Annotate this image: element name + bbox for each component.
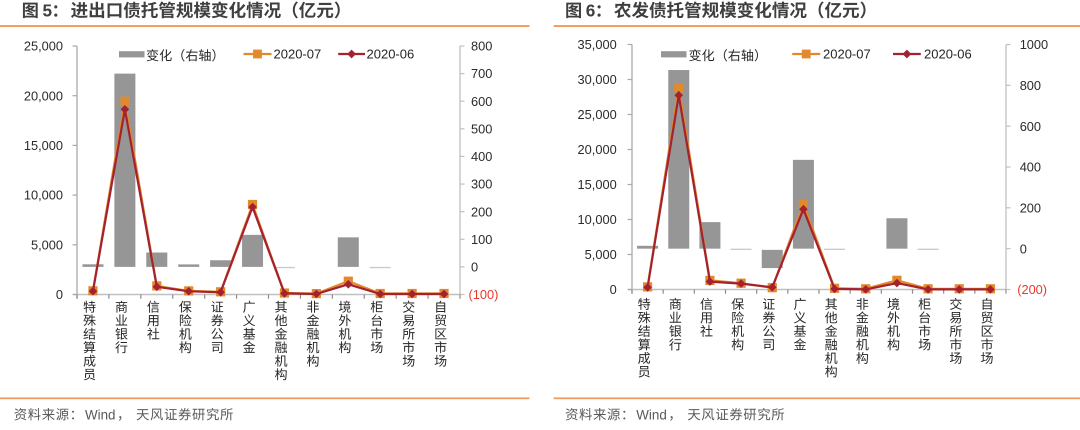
svg-text:700: 700 <box>471 66 492 81</box>
svg-text:0: 0 <box>56 287 63 302</box>
svg-text:500: 500 <box>471 121 492 136</box>
svg-text:Wind: Wind <box>85 407 116 422</box>
svg-text:(100): (100) <box>469 287 499 302</box>
svg-text:0: 0 <box>471 259 478 274</box>
svg-text:800: 800 <box>1020 78 1041 93</box>
svg-text:100: 100 <box>471 232 492 247</box>
svg-text:35,000: 35,000 <box>578 37 617 52</box>
svg-text:30,000: 30,000 <box>578 72 617 87</box>
svg-text:15,000: 15,000 <box>578 177 617 192</box>
svg-text:5: 5 <box>43 1 53 21</box>
svg-text:600: 600 <box>471 94 492 109</box>
svg-text:25,000: 25,000 <box>24 39 63 54</box>
svg-text:2020-07: 2020-07 <box>274 47 322 62</box>
svg-text:2020-07: 2020-07 <box>823 47 871 62</box>
svg-text:25,000: 25,000 <box>578 107 617 122</box>
svg-text:15,000: 15,000 <box>24 138 63 153</box>
svg-text:200: 200 <box>1020 200 1041 215</box>
svg-text:5,000: 5,000 <box>585 247 617 262</box>
svg-text:400: 400 <box>1020 160 1041 175</box>
svg-text:10,000: 10,000 <box>578 212 617 227</box>
svg-text:200: 200 <box>471 204 492 219</box>
svg-text:5,000: 5,000 <box>31 237 63 252</box>
svg-text:600: 600 <box>1020 119 1041 134</box>
svg-text:2020-06: 2020-06 <box>367 47 415 62</box>
svg-text:20,000: 20,000 <box>578 142 617 157</box>
svg-text:20,000: 20,000 <box>24 88 63 103</box>
svg-text:400: 400 <box>471 149 492 164</box>
svg-text:0: 0 <box>1020 241 1027 256</box>
svg-text:10,000: 10,000 <box>24 188 63 203</box>
svg-text:6: 6 <box>586 1 596 21</box>
svg-text:800: 800 <box>471 39 492 54</box>
svg-text:(200): (200) <box>1017 282 1047 297</box>
svg-text:0: 0 <box>610 282 617 297</box>
svg-text:2020-06: 2020-06 <box>924 47 972 62</box>
svg-text:Wind: Wind <box>636 407 667 422</box>
svg-text:1000: 1000 <box>1020 37 1048 52</box>
svg-text:300: 300 <box>471 177 492 192</box>
